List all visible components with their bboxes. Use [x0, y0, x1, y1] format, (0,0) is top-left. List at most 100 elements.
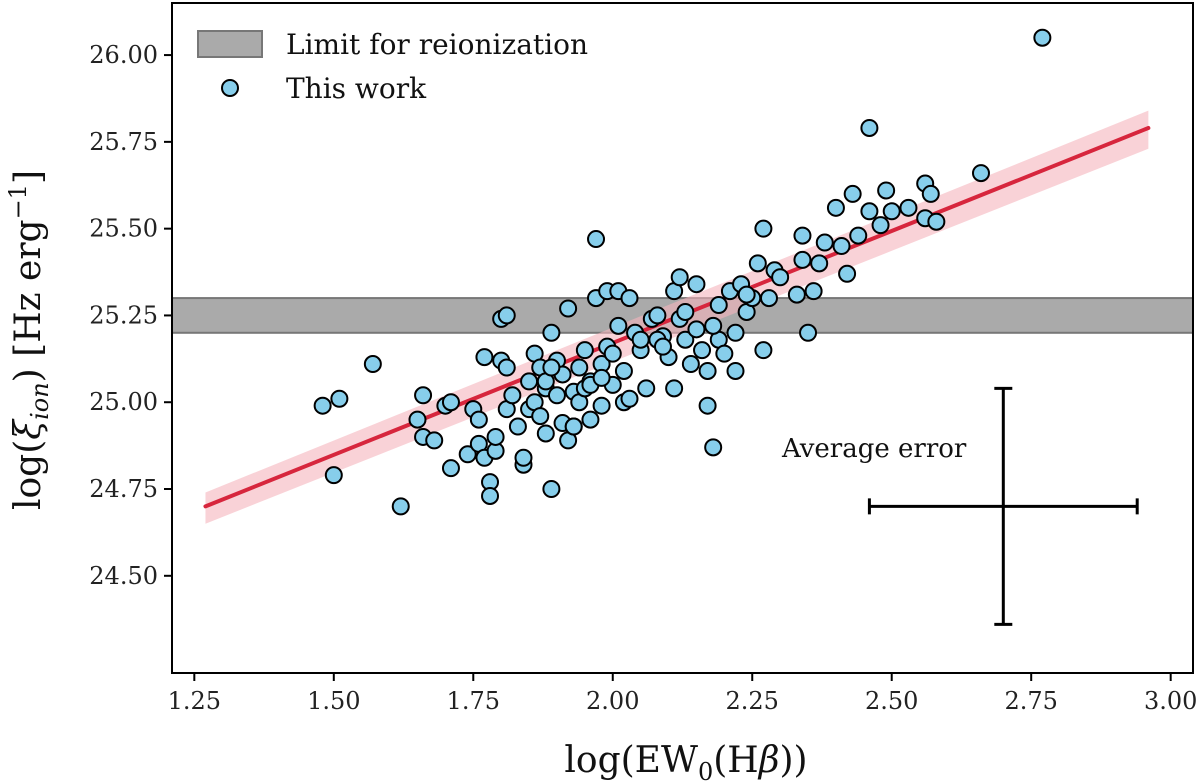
data-point: [508, 417, 527, 436]
data-point: [592, 396, 611, 415]
data-point: [676, 302, 695, 321]
data-point: [715, 344, 734, 363]
data-point: [804, 282, 823, 301]
data-point: [497, 306, 516, 325]
average-error-annotation: Average error: [781, 386, 1139, 626]
x-tick-label: 1.25: [168, 687, 221, 715]
data-point: [614, 361, 633, 380]
data-point: [665, 379, 684, 398]
axes: 1.25 1.50 1.75 2.00 2.25 2.50 2.75 3.00 24.50 24.…: [89, 2, 1197, 715]
data-point: [313, 396, 332, 415]
data-point: [698, 361, 717, 380]
average-error-label: Average error: [781, 434, 967, 464]
data-point: [737, 285, 756, 304]
data-point: [882, 202, 901, 221]
x-axis-label: log(EW0(Hβ)): [564, 740, 807, 783]
x-tick-label: 1.75: [447, 687, 500, 715]
data-point: [921, 184, 940, 203]
y-tick-label: 26.00: [89, 41, 158, 69]
data-point: [503, 386, 522, 405]
data-point: [754, 341, 773, 360]
data-point: [681, 355, 700, 374]
data-point: [475, 348, 494, 367]
data-point: [810, 254, 829, 273]
data-point: [849, 226, 868, 245]
data-point: [838, 264, 857, 283]
data-point: [1033, 28, 1052, 47]
data-point: [754, 219, 773, 238]
x-tick-label: 2.75: [1004, 687, 1057, 715]
data-point: [860, 202, 879, 221]
data-point: [581, 410, 600, 429]
data-point: [592, 368, 611, 387]
data-point: [693, 341, 712, 360]
data-point: [609, 316, 628, 335]
data-point: [441, 459, 460, 478]
data-point: [787, 285, 806, 304]
data-point: [520, 372, 539, 391]
data-point: [726, 323, 745, 342]
data-point: [542, 323, 561, 342]
data-point: [514, 448, 533, 467]
legend-swatch-reionization: [197, 30, 263, 58]
legend-marker-this-work: [221, 79, 239, 97]
data-point: [408, 410, 427, 429]
data-point: [425, 431, 444, 450]
data-point: [687, 320, 706, 339]
data-point: [648, 306, 667, 325]
data-point: [631, 330, 650, 349]
data-point: [481, 486, 500, 505]
data-point: [414, 386, 433, 405]
x-tick-label: 2.00: [586, 687, 639, 715]
data-point: [771, 268, 790, 287]
x-tick-label: 1.50: [307, 687, 360, 715]
data-point: [330, 389, 349, 408]
y-tick-label: 25.00: [89, 388, 158, 416]
y-tick-label: 25.25: [89, 301, 158, 329]
data-point: [637, 379, 656, 398]
data-point: [832, 237, 851, 256]
data-point: [799, 323, 818, 342]
data-point: [815, 233, 834, 252]
y-tick-label: 25.50: [89, 215, 158, 243]
x-tick-label: 2.50: [865, 687, 918, 715]
data-point: [927, 212, 946, 231]
data-point: [793, 226, 812, 245]
legend-label-this-work: This work: [286, 72, 427, 105]
axes-frame: [171, 2, 1194, 674]
data-point: [587, 230, 606, 249]
data-point: [704, 316, 723, 335]
data-point: [670, 268, 689, 287]
data-point: [363, 355, 382, 374]
data-point: [653, 337, 672, 356]
data-point: [570, 358, 589, 377]
data-point: [542, 480, 561, 499]
data-point: [547, 386, 566, 405]
data-point: [826, 198, 845, 217]
data-point: [793, 250, 812, 269]
data-point: [726, 361, 745, 380]
data-point: [486, 427, 505, 446]
x-tick-label: 2.25: [726, 687, 779, 715]
y-tick-label: 25.75: [89, 128, 158, 156]
legend: Limit for reionization This work: [197, 28, 588, 105]
data-point: [441, 393, 460, 412]
data-point: [391, 497, 410, 516]
data-point: [687, 275, 706, 294]
data-point: [575, 341, 594, 360]
data-point: [971, 164, 990, 183]
data-point: [871, 216, 890, 235]
data-point: [899, 198, 918, 217]
plot-area: [171, 28, 1194, 524]
data-point: [620, 389, 639, 408]
data-point: [469, 410, 488, 429]
data-point: [620, 289, 639, 308]
data-point: [542, 358, 561, 377]
data-point: [748, 254, 767, 273]
data-point: [458, 445, 477, 464]
y-axis-label: log(ξion) [Hz erg−1]: [4, 170, 54, 510]
x-tick-label: 3.00: [1144, 687, 1197, 715]
data-point: [564, 417, 583, 436]
y-tick-label: 24.50: [89, 562, 158, 590]
